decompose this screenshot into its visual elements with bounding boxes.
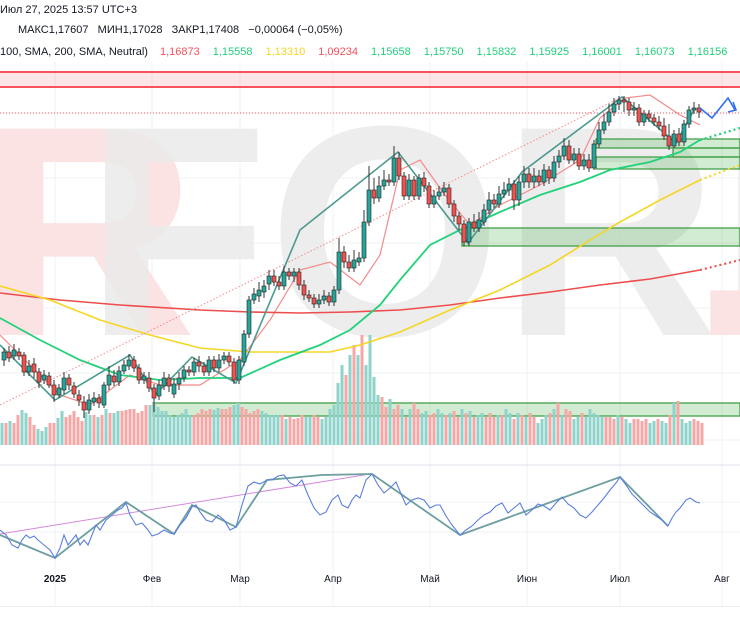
time-axis-label: Фев [142,574,162,585]
ma-value: 1,15658 [371,46,411,58]
ma-values: 1,16873 1,15558 1,13310 1,09234 1,15658 1,157… [154,46,740,58]
ma-params: 100, SMA, 200, SMA, Neutral) [0,46,148,58]
watermark-r: R [0,63,197,399]
watermark: R FOREX . [0,63,740,399]
change-value: −0,00064 (−0,05%) [248,24,343,36]
projection-arrow-icon [699,96,738,120]
resistance-band [0,71,740,114]
axis-separator [0,606,740,607]
ma-value: 1,15832 [476,46,517,58]
ma-value: 1,16073 [634,46,675,58]
high-label: МАКС [18,24,49,36]
ma-value: 1,15558 [212,46,253,58]
zigzag-pattern [0,95,696,402]
candlesticks [1,96,702,418]
low-label: МИН [97,24,123,36]
close-label: ЗАКР [171,24,200,36]
time-axis-label: Июл [609,574,631,585]
time-axis-label: Май [420,574,440,585]
moving-averages [0,94,740,406]
ohlc-legend: МАКС1,17607 МИН1,17028 ЗАКР1,17408 −0,00… [0,24,342,36]
time-axis-label: Мар [230,574,250,585]
watermark-suffix: . [690,63,740,399]
volume-bars [0,335,704,445]
ma-value: 1,16873 [159,46,200,58]
time-axis-label: Авг [714,574,730,585]
ma-value: 1,09234 [318,46,359,58]
watermark-text: FOREX [85,63,740,399]
ma-value: 1,15750 [423,46,464,58]
time-axis-label: 2025 [43,574,67,585]
oscillator-panel [0,473,701,560]
high-value: 1,17607 [48,24,89,36]
ma-value: 1,16156 [687,46,728,58]
time-axis-label: Апр [324,574,342,585]
close-value: 1,17408 [199,24,240,36]
ma-legend[interactable]: 100, SMA, 200, SMA, Neutral) 1,16873 1,155… [0,46,740,58]
ma-value: 1,15925 [529,46,570,58]
datetime-text: Июл 27, 2025 13:57 UTC+3 [0,4,137,16]
ma-value: 1,13310 [265,46,306,58]
datetime-label: Июл 27, 2025 13:57 UTC+3 [0,4,137,16]
time-axis-label: Июн [516,574,538,585]
low-value: 1,17028 [122,24,163,36]
ma-value: 1,16001 [582,46,622,58]
